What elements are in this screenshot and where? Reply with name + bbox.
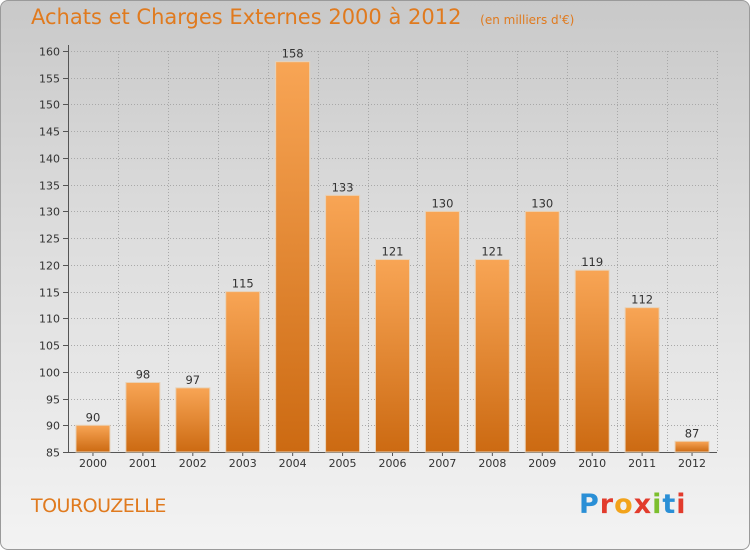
logo-letter: i: [676, 489, 687, 520]
y-tick-label: 155: [39, 73, 60, 86]
proxiti-logo[interactable]: Proxiti: [579, 489, 687, 520]
y-tick-label: 115: [39, 287, 60, 300]
bar-value-label: 130: [431, 196, 453, 210]
chart-title-text: Achats et Charges Externes 2000 à 2012: [31, 5, 462, 29]
y-tick-label: 130: [39, 206, 60, 219]
bar-value-label: 130: [531, 196, 553, 210]
bar-2007: [424, 210, 460, 453]
x-tick-label: 2005: [329, 457, 357, 470]
x-tick-label: 2009: [528, 457, 556, 470]
x-tick-label: 2010: [578, 457, 606, 470]
y-tick-label: 85: [46, 447, 60, 460]
bar-2012: [674, 440, 710, 453]
bar-2002: [175, 387, 211, 453]
bar-value-label: 112: [631, 293, 653, 307]
commune-name: TOUROUZELLE: [31, 495, 166, 517]
y-tick-label: 120: [39, 260, 60, 273]
y-tick-label: 90: [46, 420, 60, 433]
logo-letter: P: [579, 489, 600, 520]
bar-2005: [325, 194, 361, 453]
x-tick-label: 2004: [279, 457, 307, 470]
logo-letter: x: [633, 489, 653, 520]
bar-2004: [275, 61, 311, 453]
y-tick-label: 125: [39, 233, 60, 246]
chart-title: Achats et Charges Externes 2000 à 2012 (…: [31, 5, 574, 29]
bar-2003: [225, 291, 261, 453]
logo-letter: i: [652, 489, 663, 520]
bar-value-label: 121: [481, 245, 503, 259]
x-tick-label: 2006: [379, 457, 407, 470]
y-tick-label: 95: [46, 394, 60, 407]
y-tick-label: 145: [39, 126, 60, 139]
bar-2008: [474, 259, 510, 453]
x-tick-label: 2011: [628, 457, 656, 470]
bar-value-label: 90: [86, 410, 101, 424]
bar-value-label: 119: [581, 255, 603, 269]
bar-value-label: 97: [185, 373, 200, 387]
logo-letter: r: [599, 489, 615, 520]
logo-letter: o: [614, 489, 634, 520]
bar-value-label: 133: [332, 180, 354, 194]
y-tick-label: 105: [39, 340, 60, 353]
chart-subtitle: (en milliers d'€): [480, 13, 575, 27]
x-tick-label: 2008: [478, 457, 506, 470]
x-tick-label: 2007: [428, 457, 456, 470]
bar-value-label: 98: [136, 367, 151, 381]
x-tick-label: 2003: [229, 457, 257, 470]
y-tick-label: 160: [39, 46, 60, 59]
bars: [75, 61, 710, 453]
y-tick-label: 135: [39, 180, 60, 193]
x-tick-label: 2001: [129, 457, 157, 470]
x-tick-label: 2012: [678, 457, 706, 470]
bar-value-label: 121: [382, 245, 404, 259]
grid-lines: [68, 51, 718, 453]
bar-value-label: 158: [282, 47, 304, 61]
bar-2010: [574, 269, 610, 453]
logo-letter: t: [662, 489, 677, 520]
bar-2001: [125, 381, 161, 453]
y-tick-label: 150: [39, 99, 60, 112]
bar-2009: [524, 210, 560, 453]
x-tick-label: 2002: [179, 457, 207, 470]
y-tick-label: 110: [39, 313, 60, 326]
bar-2011: [624, 307, 660, 453]
bar-value-label: 115: [232, 277, 254, 291]
bar-2006: [375, 259, 410, 453]
axes: 85 90 95 100 105 110 115 120 125 130 135 140 145 150 1…: [39, 45, 717, 470]
bar-2000: [75, 424, 111, 453]
y-tick-label: 100: [39, 367, 60, 380]
bar-value-label: 87: [685, 426, 700, 440]
y-tick-label: 140: [39, 153, 60, 166]
x-tick-label: 2000: [79, 457, 107, 470]
labels: 90 98 97 115 158 133 121 130 121 130 119 112 87: [86, 47, 700, 441]
